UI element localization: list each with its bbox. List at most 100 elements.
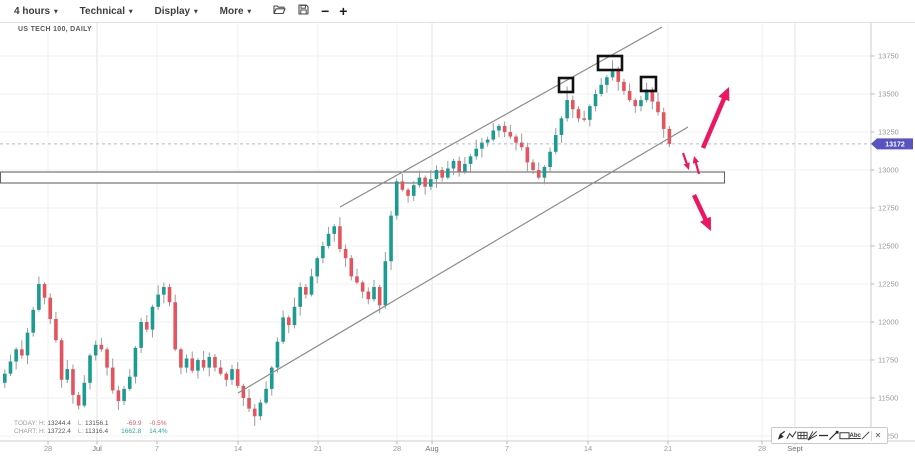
today-low-value: 13156.1 <box>85 420 109 427</box>
close-toolbar-button[interactable]: ✕ <box>873 429 883 442</box>
support-zone-rectangle[interactable] <box>0 171 726 184</box>
candle-body <box>548 151 552 167</box>
trendline-tool-button[interactable] <box>829 429 840 442</box>
chevron-down-icon: ▾ <box>54 8 58 16</box>
candle-body <box>247 398 251 409</box>
candle-body <box>275 341 280 368</box>
candle-body <box>491 130 496 140</box>
candle-body <box>207 356 212 368</box>
current-price-badge <box>871 138 913 150</box>
display-menu-label: Display <box>154 5 191 17</box>
fan-lines-tool-button[interactable] <box>807 429 818 442</box>
timeframe-dropdown[interactable]: 4 hours ▾ <box>14 6 58 17</box>
top-marker-square-2[interactable] <box>596 54 624 72</box>
top-marker-square-1[interactable] <box>557 76 575 94</box>
price-axis-label: 12750 <box>878 204 899 213</box>
candle-body <box>451 160 456 169</box>
candle-body <box>553 135 558 152</box>
candle-body <box>326 233 331 246</box>
candle-body <box>463 163 467 172</box>
price-axis-label: 12000 <box>878 318 899 327</box>
candle-body <box>309 276 314 295</box>
candle-body <box>105 349 109 368</box>
candle-body <box>446 168 450 178</box>
candle-body <box>650 89 655 102</box>
time-axis-label: Jul <box>92 444 102 453</box>
candle-body <box>360 282 365 292</box>
candle-body <box>497 125 501 131</box>
technical-menu-label: Technical <box>79 5 126 17</box>
channel-lower-line[interactable] <box>237 126 689 394</box>
chevron-down-icon: ▾ <box>247 8 252 16</box>
candle-body <box>627 90 632 101</box>
top-marker-square-3[interactable] <box>639 75 658 93</box>
candle-body <box>241 385 246 398</box>
time-axis-label: 21 <box>314 444 322 453</box>
bounce-arrow-down[interactable] <box>681 152 689 165</box>
candle-body <box>42 284 47 298</box>
candle-body <box>258 402 263 417</box>
rectangle-icon <box>839 430 850 441</box>
horizontal-line-tool-button[interactable] <box>818 429 828 442</box>
candle-body <box>667 128 672 144</box>
chart-high-value: 13722.4 <box>47 428 71 435</box>
line-tool-button[interactable] <box>861 429 871 442</box>
candle-body <box>406 189 410 196</box>
fibonacci-tool-button[interactable] <box>797 429 808 442</box>
candle-body <box>661 112 666 129</box>
horizontal-line-icon <box>818 430 829 441</box>
bounce-arrow-up[interactable] <box>694 161 701 175</box>
brush-tool-button[interactable] <box>776 429 786 442</box>
candle-body <box>559 118 564 136</box>
price-axis-label: 13500 <box>878 90 899 99</box>
candle-body <box>519 142 524 148</box>
candle-body <box>423 177 427 187</box>
time-axis-label: 14 <box>584 444 592 453</box>
text-tool-button[interactable]: Abc <box>849 429 860 442</box>
polyline-tool-button[interactable] <box>786 429 797 442</box>
price-axis-label: 13250 <box>878 128 899 137</box>
candle-body <box>71 369 75 395</box>
candle-body <box>139 322 143 348</box>
chart-low-value: 11316.4 <box>85 428 109 435</box>
candle-body <box>639 100 643 107</box>
drawing-toolbar: Abc ✕ <box>771 427 888 444</box>
projection-arrow-up[interactable] <box>700 97 727 149</box>
current-price-badge-label: 13172 <box>885 141 905 148</box>
candle-body <box>588 106 592 120</box>
candle-body <box>644 89 649 101</box>
save-floppy-icon <box>298 2 309 20</box>
time-axis-label: 28 <box>44 444 52 453</box>
candle-body <box>656 101 660 113</box>
candle-body <box>304 287 308 295</box>
candle-body <box>565 100 569 119</box>
more-menu[interactable]: More ▾ <box>220 6 251 17</box>
symbol-title: US TECH 100, DAILY <box>18 26 92 33</box>
candle-body <box>48 297 53 319</box>
candle-body <box>213 356 217 368</box>
projection-arrow-down[interactable] <box>691 194 708 222</box>
zoom-in-button[interactable]: + <box>339 3 348 19</box>
candle-body <box>610 71 615 78</box>
open-chart-button[interactable] <box>273 2 286 20</box>
more-menu-label: More <box>219 5 244 17</box>
chart-change-value: 1662.8 <box>121 428 142 435</box>
price-axis-label: 12500 <box>878 242 899 251</box>
candle-body <box>20 349 24 356</box>
technical-menu[interactable]: Technical ▾ <box>80 6 133 17</box>
rectangle-tool-button[interactable] <box>839 429 850 442</box>
candle-body <box>179 349 183 368</box>
candle-body <box>3 373 7 383</box>
candle-body <box>162 287 166 295</box>
candle-body <box>88 355 92 383</box>
zigzag-line-icon <box>786 430 797 441</box>
save-chart-button[interactable] <box>298 2 309 20</box>
candle-body <box>389 215 393 262</box>
price-axis-label: 12250 <box>878 280 899 289</box>
display-menu[interactable]: Display ▾ <box>155 6 198 17</box>
candle-body <box>37 284 41 310</box>
zoom-out-button[interactable]: − <box>321 3 330 19</box>
candle-body <box>338 226 342 250</box>
candle-body <box>582 118 586 120</box>
